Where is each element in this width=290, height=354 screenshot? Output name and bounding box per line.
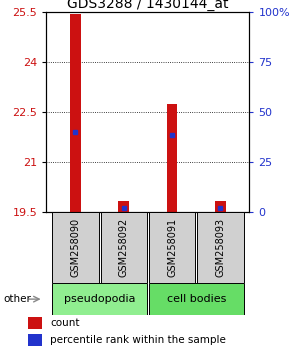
Text: GSM258091: GSM258091 [167, 218, 177, 278]
Bar [215, 201, 226, 212]
Text: count: count [50, 319, 79, 329]
Bar [197, 212, 244, 283]
Bar [167, 104, 177, 212]
Bar [101, 212, 147, 283]
Bar [118, 201, 129, 212]
Bar [149, 283, 244, 315]
Bar [52, 283, 147, 315]
Text: GSM258093: GSM258093 [215, 218, 225, 278]
Text: GSM258092: GSM258092 [119, 218, 129, 278]
Title: GDS3288 / 1430144_at: GDS3288 / 1430144_at [67, 0, 229, 11]
Text: cell bodies: cell bodies [166, 294, 226, 304]
Bar [70, 14, 81, 212]
Bar [149, 212, 195, 283]
Text: pseudopodia: pseudopodia [64, 294, 135, 304]
Text: percentile rank within the sample: percentile rank within the sample [50, 335, 226, 345]
Bar [28, 318, 42, 329]
Text: GSM258090: GSM258090 [70, 218, 80, 278]
Bar [28, 334, 42, 346]
Text: other: other [3, 294, 31, 304]
Bar [52, 212, 99, 283]
